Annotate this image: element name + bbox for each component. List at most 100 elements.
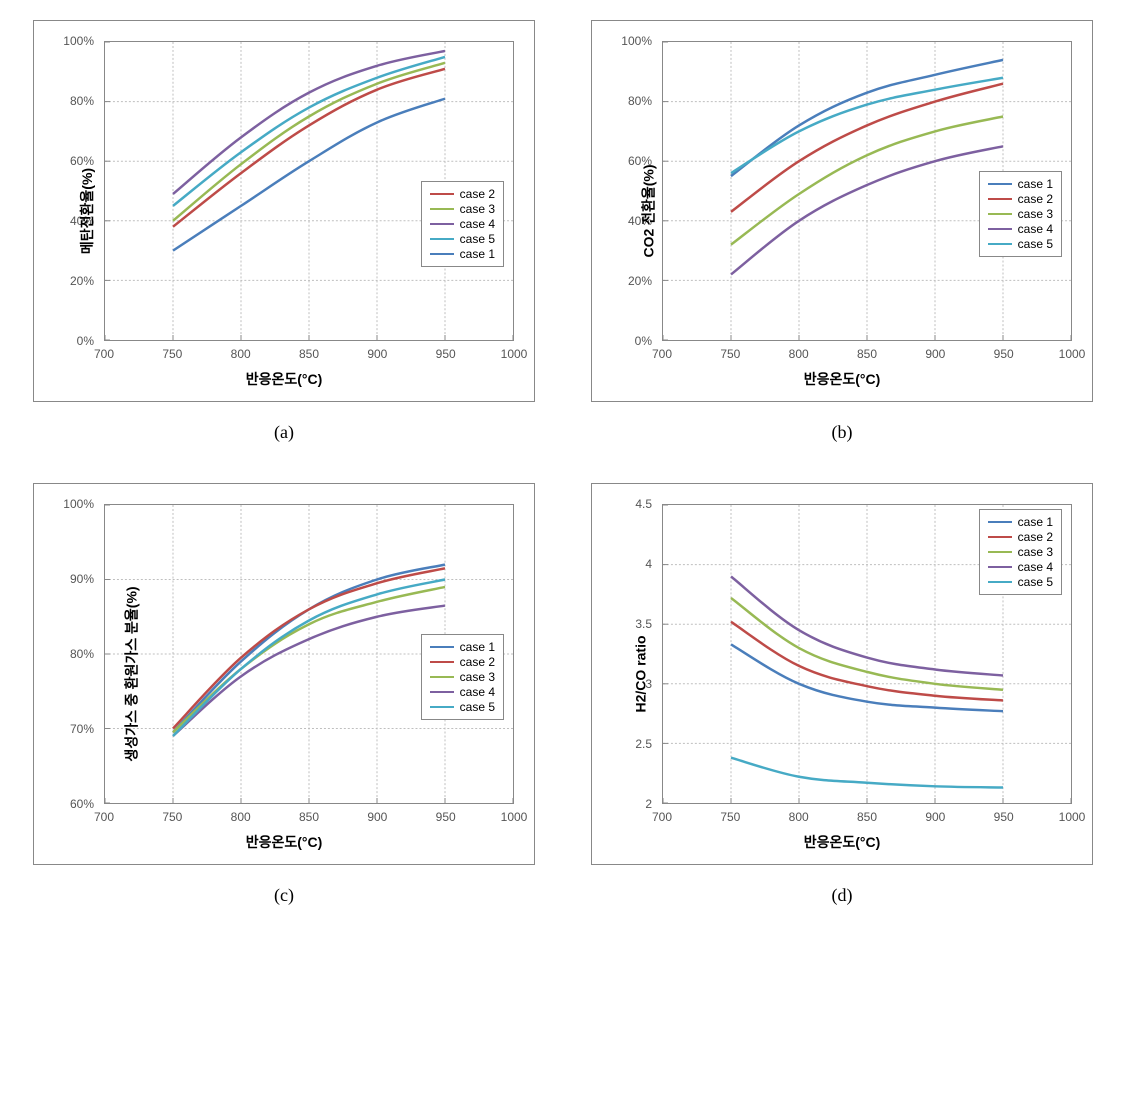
legend-label: case 2 xyxy=(1018,192,1053,206)
x-tick-label: 750 xyxy=(720,347,740,361)
legend-swatch xyxy=(430,646,454,648)
x-axis-label: 반응온도(°C) xyxy=(804,832,881,852)
legend-swatch xyxy=(988,536,1012,538)
y-axis-label: CO2 전환율(%) xyxy=(639,164,659,257)
y-tick-label: 2.5 xyxy=(592,737,652,751)
y-tick-label: 2 xyxy=(592,797,652,811)
legend: case 1case 2case 3case 4case 5 xyxy=(979,509,1062,595)
legend-swatch xyxy=(988,213,1012,215)
legend-item-case2: case 2 xyxy=(988,192,1053,206)
legend-swatch xyxy=(988,243,1012,245)
y-tick-label: 70% xyxy=(34,722,94,736)
x-tick-label: 900 xyxy=(367,810,387,824)
legend-label: case 4 xyxy=(460,217,495,231)
legend: case 1case 2case 3case 4case 5 xyxy=(421,634,504,720)
x-tick-label: 850 xyxy=(857,810,877,824)
legend-swatch xyxy=(988,551,1012,553)
chart-container: 0%20%40%60%80%100%7007508008509009501000… xyxy=(591,20,1093,402)
x-tick-label: 800 xyxy=(231,810,251,824)
x-axis-label: 반응온도(°C) xyxy=(246,369,323,389)
legend-label: case 5 xyxy=(1018,575,1053,589)
legend-swatch xyxy=(988,566,1012,568)
legend-label: case 4 xyxy=(1018,222,1053,236)
legend-label: case 3 xyxy=(460,670,495,684)
legend-item-case2: case 2 xyxy=(430,655,495,669)
x-tick-label: 700 xyxy=(94,347,114,361)
y-tick-label: 4 xyxy=(592,557,652,571)
y-tick-label: 100% xyxy=(592,34,652,48)
legend-label: case 5 xyxy=(1018,237,1053,251)
legend-label: case 2 xyxy=(460,655,495,669)
legend-label: case 1 xyxy=(1018,515,1053,529)
x-tick-label: 850 xyxy=(299,810,319,824)
legend-item-case1: case 1 xyxy=(988,177,1053,191)
chart-container: 60%70%80%90%100%7007508008509009501000생성… xyxy=(33,483,535,865)
y-tick-label: 90% xyxy=(34,572,94,586)
chart-c: 60%70%80%90%100%7007508008509009501000생성… xyxy=(20,483,548,906)
legend-item-case4: case 4 xyxy=(988,222,1053,236)
x-tick-label: 950 xyxy=(994,810,1014,824)
x-tick-label: 950 xyxy=(436,347,456,361)
legend-swatch xyxy=(430,676,454,678)
chart-caption: (a) xyxy=(274,422,294,443)
legend-item-case5: case 5 xyxy=(430,700,495,714)
legend-item-case5: case 5 xyxy=(988,575,1053,589)
chart-b: 0%20%40%60%80%100%7007508008509009501000… xyxy=(578,20,1106,443)
y-tick-label: 100% xyxy=(34,34,94,48)
legend-swatch xyxy=(430,238,454,240)
legend-swatch xyxy=(988,183,1012,185)
chart-caption: (b) xyxy=(832,422,853,443)
x-tick-label: 900 xyxy=(925,347,945,361)
y-axis-label: 생성가스 중 환원가스 분율(%) xyxy=(122,586,142,761)
legend-label: case 3 xyxy=(460,202,495,216)
x-tick-label: 800 xyxy=(231,347,251,361)
legend-item-case2: case 2 xyxy=(988,530,1053,544)
legend-label: case 4 xyxy=(460,685,495,699)
legend-label: case 5 xyxy=(460,700,495,714)
y-tick-label: 100% xyxy=(34,497,94,511)
x-tick-label: 750 xyxy=(162,810,182,824)
legend-item-case4: case 4 xyxy=(988,560,1053,574)
x-tick-label: 950 xyxy=(994,347,1014,361)
legend-swatch xyxy=(988,521,1012,523)
y-tick-label: 80% xyxy=(592,94,652,108)
x-tick-label: 950 xyxy=(436,810,456,824)
x-tick-label: 900 xyxy=(367,347,387,361)
x-tick-label: 1000 xyxy=(1059,347,1086,361)
x-tick-label: 1000 xyxy=(501,347,528,361)
chart-d: 22.533.544.57007508008509009501000H2/CO … xyxy=(578,483,1106,906)
legend-label: case 1 xyxy=(460,247,495,261)
y-tick-label: 3.5 xyxy=(592,617,652,631)
legend-swatch xyxy=(430,208,454,210)
legend: case 2case 3case 4case 5case 1 xyxy=(421,181,504,267)
y-tick-label: 0% xyxy=(592,334,652,348)
legend-label: case 4 xyxy=(1018,560,1053,574)
x-tick-label: 850 xyxy=(299,347,319,361)
legend-swatch xyxy=(430,691,454,693)
y-axis-label: 메탄전환율(%) xyxy=(77,168,97,254)
legend-label: case 2 xyxy=(1018,530,1053,544)
x-tick-label: 1000 xyxy=(1059,810,1086,824)
x-tick-label: 800 xyxy=(789,347,809,361)
x-tick-label: 900 xyxy=(925,810,945,824)
x-axis-label: 반응온도(°C) xyxy=(804,369,881,389)
legend-swatch xyxy=(430,253,454,255)
x-tick-label: 850 xyxy=(857,347,877,361)
legend-label: case 1 xyxy=(1018,177,1053,191)
legend-label: case 3 xyxy=(1018,545,1053,559)
legend-item-case3: case 3 xyxy=(988,207,1053,221)
x-tick-label: 700 xyxy=(94,810,114,824)
y-axis-label: H2/CO ratio xyxy=(633,635,649,712)
legend-item-case1: case 1 xyxy=(988,515,1053,529)
legend-item-case2: case 2 xyxy=(430,187,495,201)
legend-item-case3: case 3 xyxy=(430,202,495,216)
legend-swatch xyxy=(430,661,454,663)
y-tick-label: 0% xyxy=(34,334,94,348)
chart-a: 0%20%40%60%80%100%7007508008509009501000… xyxy=(20,20,548,443)
legend-swatch xyxy=(430,193,454,195)
legend-label: case 5 xyxy=(460,232,495,246)
y-tick-label: 80% xyxy=(34,94,94,108)
y-tick-label: 80% xyxy=(34,647,94,661)
legend-item-case1: case 1 xyxy=(430,247,495,261)
y-tick-label: 60% xyxy=(34,154,94,168)
